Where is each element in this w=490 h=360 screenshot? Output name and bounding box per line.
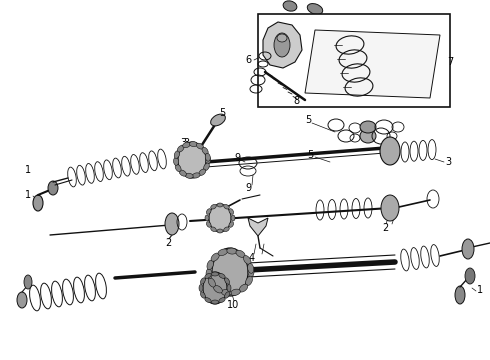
Ellipse shape	[204, 163, 209, 171]
Ellipse shape	[185, 173, 193, 178]
Ellipse shape	[224, 278, 230, 284]
Polygon shape	[305, 30, 440, 98]
Text: 7: 7	[447, 57, 453, 67]
Ellipse shape	[199, 284, 203, 292]
Ellipse shape	[207, 260, 214, 270]
Ellipse shape	[196, 143, 204, 149]
Ellipse shape	[229, 209, 234, 214]
Text: 9: 9	[234, 153, 240, 163]
Ellipse shape	[224, 227, 229, 231]
Ellipse shape	[179, 170, 186, 176]
Ellipse shape	[218, 249, 228, 256]
Bar	[258, 14, 450, 107]
Ellipse shape	[236, 250, 245, 257]
Polygon shape	[248, 218, 268, 236]
Ellipse shape	[217, 229, 223, 233]
Ellipse shape	[205, 273, 211, 278]
Ellipse shape	[224, 204, 229, 209]
Ellipse shape	[208, 278, 216, 287]
Text: 2: 2	[165, 238, 171, 248]
Ellipse shape	[381, 195, 399, 221]
Ellipse shape	[206, 269, 212, 279]
Ellipse shape	[245, 276, 252, 285]
Ellipse shape	[360, 121, 376, 133]
Ellipse shape	[380, 137, 400, 165]
Ellipse shape	[239, 284, 248, 292]
Ellipse shape	[227, 284, 231, 292]
Text: 10: 10	[227, 300, 239, 310]
Ellipse shape	[200, 278, 205, 284]
Ellipse shape	[227, 248, 237, 254]
Ellipse shape	[277, 34, 287, 42]
Ellipse shape	[33, 195, 43, 211]
Ellipse shape	[221, 289, 231, 296]
Ellipse shape	[244, 256, 251, 264]
Text: 9: 9	[245, 183, 251, 193]
Ellipse shape	[360, 129, 376, 143]
Ellipse shape	[183, 142, 191, 148]
Ellipse shape	[174, 151, 180, 158]
Ellipse shape	[205, 298, 211, 303]
Text: 3: 3	[180, 138, 186, 148]
Ellipse shape	[231, 215, 235, 221]
Ellipse shape	[205, 156, 211, 164]
Ellipse shape	[219, 298, 225, 303]
Ellipse shape	[209, 204, 231, 232]
Ellipse shape	[48, 181, 58, 195]
Ellipse shape	[205, 153, 210, 161]
Text: 1: 1	[25, 190, 31, 200]
Ellipse shape	[465, 268, 475, 284]
Ellipse shape	[224, 292, 230, 298]
Ellipse shape	[211, 227, 216, 231]
Text: 1: 1	[477, 285, 483, 295]
Ellipse shape	[212, 248, 248, 296]
Polygon shape	[263, 22, 302, 68]
Text: 5: 5	[307, 150, 313, 160]
Ellipse shape	[203, 272, 227, 304]
Ellipse shape	[192, 173, 200, 178]
Ellipse shape	[248, 267, 254, 277]
Text: 3: 3	[445, 157, 451, 167]
Text: 5: 5	[305, 115, 311, 125]
Ellipse shape	[206, 209, 211, 214]
Ellipse shape	[190, 141, 197, 147]
Ellipse shape	[205, 215, 209, 221]
Text: 8: 8	[293, 96, 299, 106]
Ellipse shape	[283, 1, 297, 11]
Ellipse shape	[175, 164, 181, 172]
Text: 1: 1	[25, 165, 31, 175]
Ellipse shape	[173, 157, 178, 165]
Ellipse shape	[274, 33, 290, 57]
Ellipse shape	[217, 203, 223, 207]
Ellipse shape	[199, 169, 206, 175]
Ellipse shape	[219, 273, 225, 278]
Ellipse shape	[212, 272, 219, 276]
Ellipse shape	[307, 4, 323, 14]
Text: 5: 5	[219, 108, 225, 118]
Ellipse shape	[462, 239, 474, 259]
Text: 6: 6	[245, 55, 251, 65]
Ellipse shape	[178, 142, 206, 178]
Ellipse shape	[202, 147, 208, 154]
Ellipse shape	[230, 289, 240, 296]
Text: 4: 4	[249, 253, 255, 263]
Ellipse shape	[177, 145, 184, 152]
Ellipse shape	[165, 213, 179, 235]
Ellipse shape	[200, 292, 205, 298]
Ellipse shape	[214, 285, 222, 293]
Ellipse shape	[211, 204, 216, 209]
Ellipse shape	[247, 264, 254, 273]
Text: 2: 2	[382, 223, 388, 233]
Ellipse shape	[206, 222, 211, 227]
Ellipse shape	[211, 253, 219, 261]
Text: 3: 3	[183, 138, 189, 148]
Ellipse shape	[455, 286, 465, 304]
Ellipse shape	[229, 222, 234, 227]
Ellipse shape	[211, 114, 225, 126]
Ellipse shape	[24, 275, 32, 289]
Ellipse shape	[212, 300, 219, 304]
Ellipse shape	[17, 292, 27, 308]
